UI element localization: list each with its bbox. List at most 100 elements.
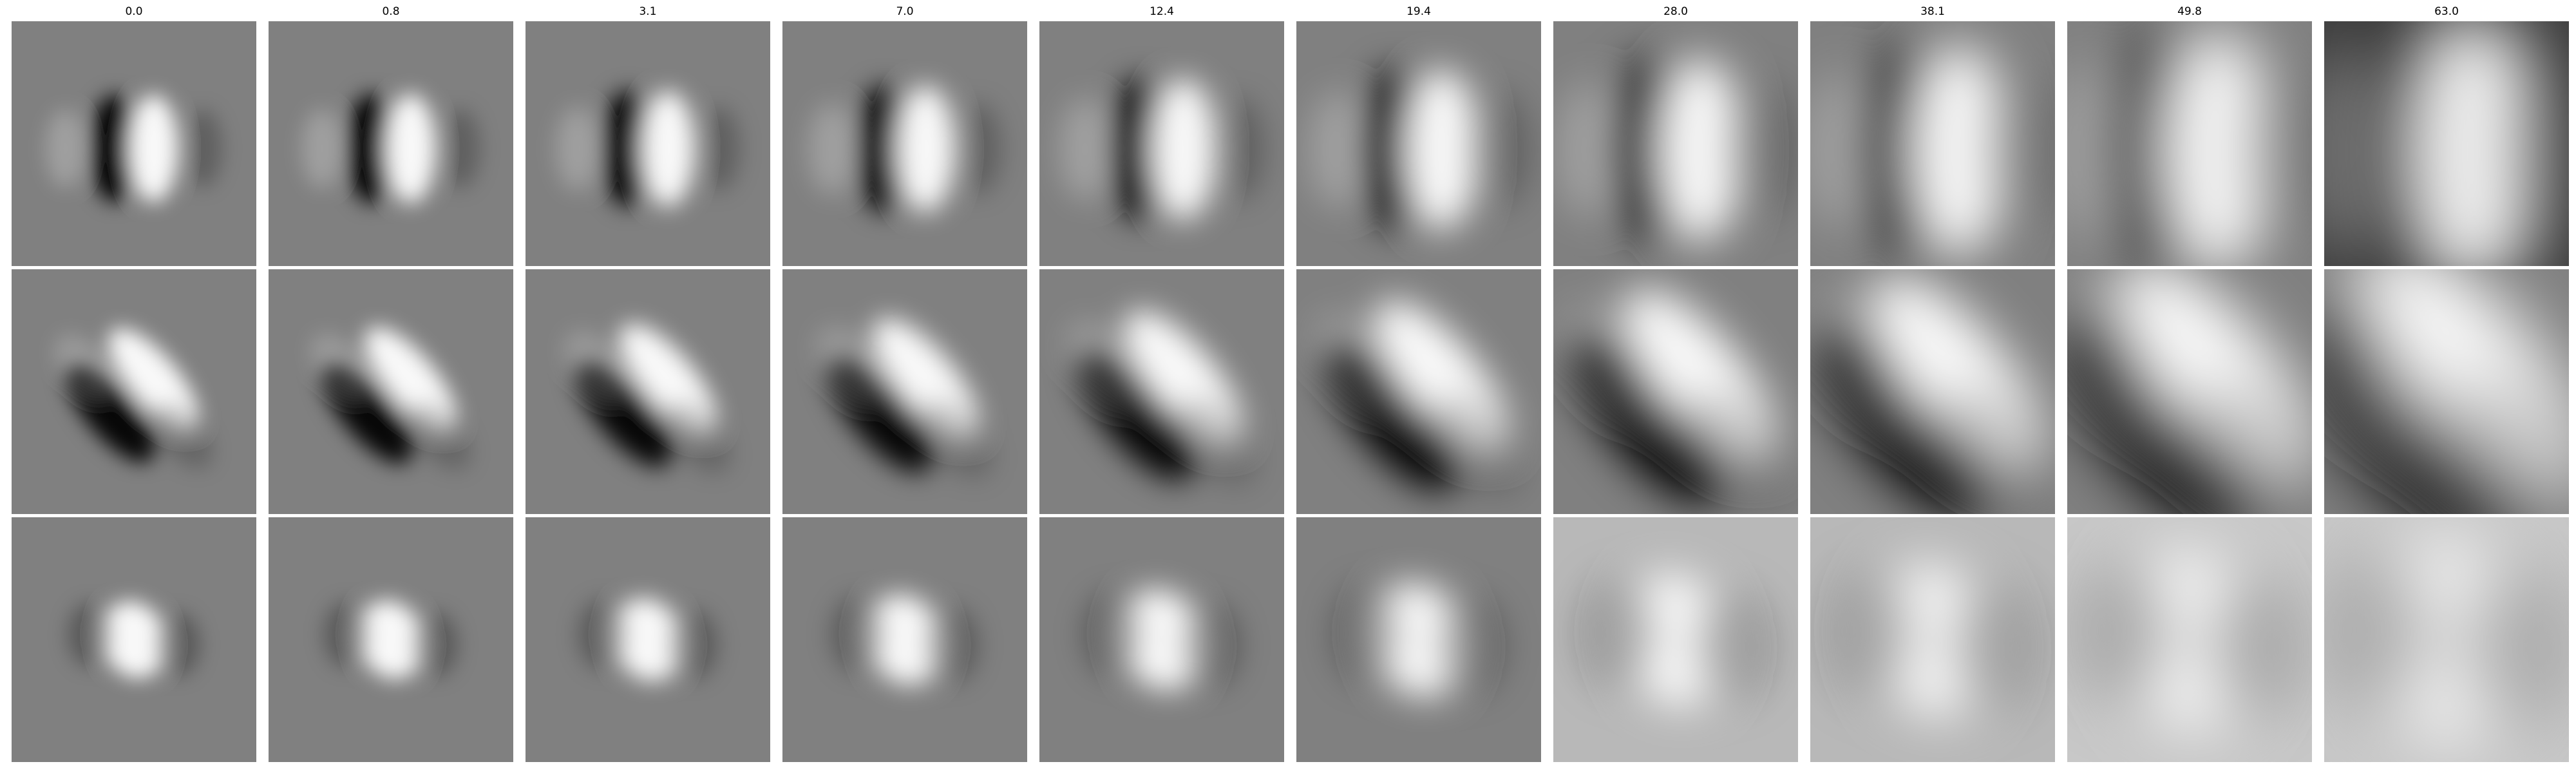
- filter-image: [782, 269, 1027, 514]
- filter-tile: [2324, 21, 2569, 266]
- filter-blob: [1182, 603, 1240, 687]
- filter-blob: [578, 600, 627, 669]
- filter-blob: [1333, 586, 1399, 682]
- filter-tile: [1553, 269, 1798, 514]
- filter-image: [1296, 517, 1541, 762]
- filter-blob: [346, 93, 397, 204]
- filter-tile: [1039, 269, 1284, 514]
- filter-image: [1553, 269, 1798, 514]
- filter-blob: [129, 95, 178, 203]
- column-title: 49.8: [2177, 5, 2202, 18]
- filter-tile: [2067, 21, 2312, 266]
- filter-blob: [1213, 97, 1264, 201]
- filter-blob: [1119, 589, 1205, 691]
- filter-blob: [2193, 381, 2312, 514]
- filter-blob: [1911, 44, 2008, 256]
- filter-tile: [1039, 517, 1284, 762]
- filter-tile: [782, 269, 1027, 514]
- filter-blob: [1308, 91, 1367, 208]
- filter-blob: [1177, 397, 1256, 485]
- filter-blob: [1949, 584, 2036, 709]
- filter-tile: [2067, 269, 2312, 514]
- filter-blob: [556, 106, 599, 191]
- filter-tile: [782, 21, 1027, 266]
- filter-blob: [866, 594, 943, 685]
- filter-blob: [1685, 390, 1790, 504]
- filter-blob: [1658, 57, 1743, 242]
- filter-blob: [669, 610, 717, 680]
- column-title: 3.1: [639, 5, 657, 18]
- filter-blob: [641, 90, 695, 207]
- filter-blob: [183, 109, 222, 188]
- filter-tile: [1810, 269, 2055, 514]
- filter-image: [1810, 517, 2055, 762]
- filter-tile: [2067, 517, 2312, 762]
- filter-blob: [385, 93, 436, 204]
- filter-blob: [324, 602, 369, 667]
- filter-blob: [2324, 50, 2388, 254]
- filter-blob: [1829, 570, 1917, 696]
- filter-blob: [601, 90, 654, 207]
- filter-blob: [565, 330, 630, 403]
- filter-blob: [357, 600, 424, 679]
- filter-blob: [896, 85, 955, 213]
- filter-tile: [269, 269, 513, 514]
- filter-blob: [1940, 386, 2055, 514]
- filter-blob: [808, 102, 855, 195]
- filter-blob: [831, 596, 884, 673]
- filter-image: [12, 517, 256, 762]
- filter-blob: [2204, 575, 2305, 720]
- filter-blob: [1987, 73, 2055, 227]
- filter-tile: [782, 517, 1027, 762]
- filter-blob: [1083, 592, 1142, 676]
- filter-image: [782, 21, 1027, 266]
- filter-image: [2324, 269, 2569, 514]
- column-title: 0.0: [125, 5, 143, 18]
- column-title: 0.8: [382, 5, 400, 18]
- filter-tile: [526, 517, 770, 762]
- filter-blob: [301, 108, 342, 189]
- filter-blob: [413, 612, 458, 678]
- filter-image: [2324, 517, 2569, 762]
- column-title: 38.1: [1920, 5, 1945, 18]
- filter-blob: [2446, 376, 2569, 514]
- filter-image: [1296, 269, 1541, 514]
- filter-image: [526, 517, 770, 762]
- filter-tile: [526, 21, 770, 266]
- filter-blob: [101, 601, 167, 678]
- filter-blob: [612, 598, 683, 682]
- filter-blob: [665, 401, 731, 473]
- filter-blob: [921, 399, 993, 478]
- filter-blob: [2459, 564, 2569, 730]
- filter-blob: [817, 326, 889, 405]
- filter-blob: [68, 603, 112, 667]
- filter-blob: [1438, 598, 1504, 693]
- filter-blob: [1555, 82, 1623, 217]
- filter-blob: [855, 85, 913, 213]
- filter-image: [1553, 21, 1798, 266]
- filter-blob: [54, 334, 116, 401]
- filter-blob: [152, 402, 214, 469]
- filter-blob: [1151, 78, 1216, 220]
- filter-tile: [1810, 21, 2055, 266]
- filter-blob: [2505, 50, 2569, 254]
- filter-blob: [1582, 578, 1658, 688]
- filter-blob: [1694, 591, 1770, 701]
- filter-image: [1810, 21, 2055, 266]
- filter-blob: [1562, 303, 1666, 417]
- filter-image: [12, 21, 256, 266]
- filter-blob: [1431, 394, 1522, 493]
- filter-tile: [1553, 517, 1798, 762]
- filter-image: [1810, 269, 2055, 514]
- filter-image: [269, 21, 513, 266]
- filter-blob: [310, 333, 373, 401]
- filter-image: [526, 21, 770, 266]
- filter-image: [1039, 21, 1284, 266]
- filter-blob: [409, 402, 471, 470]
- filter-blob: [156, 613, 200, 676]
- filter-image: [1296, 21, 1541, 266]
- column-title: 63.0: [2434, 5, 2459, 18]
- filter-blob: [2246, 62, 2312, 240]
- column-title: 28.0: [1663, 5, 1688, 18]
- filter-tile: [12, 21, 256, 266]
